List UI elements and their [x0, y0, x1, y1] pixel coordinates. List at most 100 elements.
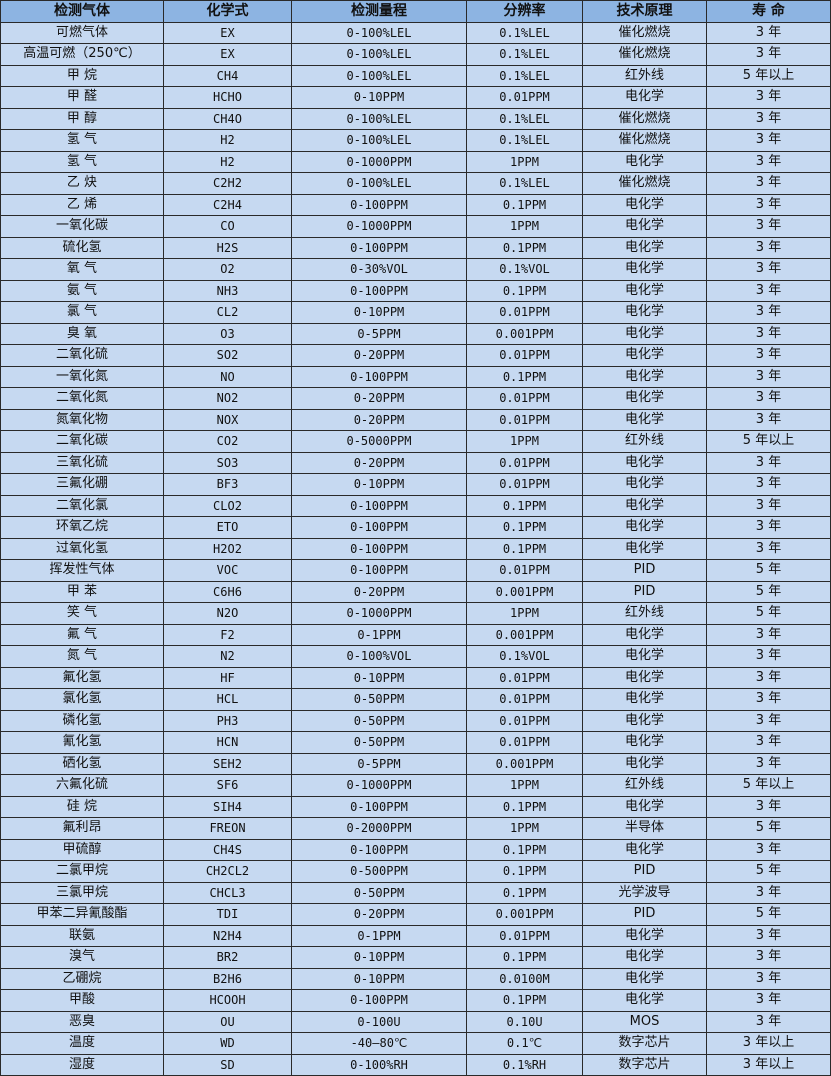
cell-range: 0-10PPM	[291, 86, 467, 109]
cell-gas-name: 氯 气	[0, 301, 164, 324]
cell-resolution: 0.1%LEL	[466, 43, 583, 66]
table-row: 氮氧化物 NOX 0-20PPM 0.01PPM 电化学 3 年	[0, 408, 831, 431]
cell-range: 0-20PPM	[291, 344, 467, 367]
cell-gas-name: 甲 苯	[0, 580, 164, 603]
cell-resolution: 0.10U	[466, 1010, 583, 1033]
cell-formula: EX	[163, 21, 292, 44]
cell-resolution: 0.1PPM	[466, 989, 583, 1012]
cell-lifespan: 5 年以上	[706, 774, 831, 797]
cell-lifespan: 3 年	[706, 967, 831, 990]
column-header-gas-name: 检测气体	[0, 0, 164, 23]
cell-lifespan: 3 年	[706, 537, 831, 560]
cell-gas-name: 恶臭	[0, 1010, 164, 1033]
cell-formula: O3	[163, 322, 292, 345]
cell-formula: NOX	[163, 408, 292, 431]
cell-lifespan: 3 年	[706, 989, 831, 1012]
cell-formula: NO	[163, 365, 292, 388]
cell-principle: 电化学	[582, 838, 707, 861]
table-row: 氰化氢 HCN 0-50PPM 0.01PPM 电化学 3 年	[0, 731, 831, 754]
cell-lifespan: 3 年	[706, 365, 831, 388]
cell-formula: ETO	[163, 516, 292, 539]
cell-resolution: 0.1%LEL	[466, 21, 583, 44]
cell-formula: HF	[163, 666, 292, 689]
cell-principle: 催化燃烧	[582, 129, 707, 152]
cell-resolution: 1PPM	[466, 774, 583, 797]
cell-resolution: 0.01PPM	[466, 387, 583, 410]
cell-resolution: 0.01PPM	[466, 473, 583, 496]
cell-range: -40—80℃	[291, 1032, 467, 1055]
cell-range: 0-1000PPM	[291, 602, 467, 625]
cell-gas-name: 挥发性气体	[0, 559, 164, 582]
cell-principle: PID	[582, 580, 707, 603]
cell-principle: 电化学	[582, 322, 707, 345]
cell-resolution: 0.1%LEL	[466, 64, 583, 87]
cell-range: 0-1000PPM	[291, 150, 467, 173]
cell-formula: C2H4	[163, 193, 292, 216]
cell-gas-name: 二氯甲烷	[0, 860, 164, 883]
table-row: 三氯甲烷 CHCL3 0-50PPM 0.1PPM 光学波导 3 年	[0, 881, 831, 904]
cell-gas-name: 氟利昂	[0, 817, 164, 840]
cell-lifespan: 3 年	[706, 709, 831, 732]
cell-range: 0-1000PPM	[291, 215, 467, 238]
cell-range: 0-10PPM	[291, 946, 467, 969]
cell-resolution: 0.001PPM	[466, 580, 583, 603]
cell-range: 0-100PPM	[291, 494, 467, 517]
cell-gas-name: 氮氧化物	[0, 408, 164, 431]
cell-principle: 电化学	[582, 989, 707, 1012]
cell-principle: 电化学	[582, 408, 707, 431]
cell-formula: N2O	[163, 602, 292, 625]
cell-gas-name: 甲酸	[0, 989, 164, 1012]
cell-formula: H2O2	[163, 537, 292, 560]
cell-range: 0-10PPM	[291, 967, 467, 990]
cell-resolution: 1PPM	[466, 150, 583, 173]
table-row: 甲 醛 HCHO 0-10PPM 0.01PPM 电化学 3 年	[0, 86, 831, 109]
cell-formula: HCL	[163, 688, 292, 711]
cell-range: 0-100%LEL	[291, 172, 467, 195]
cell-gas-name: 高温可燃（250℃）	[0, 43, 164, 66]
table-row: 二氧化硫 SO2 0-20PPM 0.01PPM 电化学 3 年	[0, 344, 831, 367]
table-row: 氟利昂 FREON 0-2000PPM 1PPM 半导体 5 年	[0, 817, 831, 840]
cell-lifespan: 3 年	[706, 623, 831, 646]
cell-lifespan: 3 年	[706, 645, 831, 668]
table-row: 环氧乙烷 ETO 0-100PPM 0.1PPM 电化学 3 年	[0, 516, 831, 539]
cell-principle: 电化学	[582, 193, 707, 216]
cell-principle: 数字芯片	[582, 1053, 707, 1076]
cell-principle: 电化学	[582, 645, 707, 668]
cell-lifespan: 3 年	[706, 752, 831, 775]
table-row: 联氨 N2H4 0-1PPM 0.01PPM 电化学 3 年	[0, 924, 831, 947]
cell-formula: HCN	[163, 731, 292, 754]
table-row: 二氧化氮 NO2 0-20PPM 0.01PPM 电化学 3 年	[0, 387, 831, 410]
cell-resolution: 0.1PPM	[466, 193, 583, 216]
cell-range: 0-100PPM	[291, 795, 467, 818]
cell-principle: 红外线	[582, 64, 707, 87]
cell-lifespan: 3 年	[706, 193, 831, 216]
cell-gas-name: 一氧化碳	[0, 215, 164, 238]
cell-principle: 红外线	[582, 774, 707, 797]
cell-principle: 电化学	[582, 516, 707, 539]
cell-lifespan: 3 年	[706, 215, 831, 238]
cell-formula: N2H4	[163, 924, 292, 947]
table-row: 臭 氧 O3 0-5PPM 0.001PPM 电化学 3 年	[0, 322, 831, 345]
cell-principle: 电化学	[582, 494, 707, 517]
cell-formula: CH4O	[163, 107, 292, 130]
cell-gas-name: 湿度	[0, 1053, 164, 1076]
cell-range: 0-1000PPM	[291, 774, 467, 797]
table-row: 过氧化氢 H2O2 0-100PPM 0.1PPM 电化学 3 年	[0, 537, 831, 560]
table-body: 可燃气体 EX 0-100%LEL 0.1%LEL 催化燃烧 3 年高温可燃（250℃） E…	[0, 21, 831, 1076]
cell-principle: 数字芯片	[582, 1032, 707, 1055]
cell-range: 0-100U	[291, 1010, 467, 1033]
cell-formula: H2	[163, 150, 292, 173]
table-row: 三氧化硫 SO3 0-20PPM 0.01PPM 电化学 3 年	[0, 451, 831, 474]
column-header-formula: 化学式	[163, 0, 292, 23]
cell-gas-name: 乙 炔	[0, 172, 164, 195]
cell-lifespan: 3 年	[706, 344, 831, 367]
cell-resolution: 0.001PPM	[466, 623, 583, 646]
table-row: 硅 烷 SIH4 0-100PPM 0.1PPM 电化学 3 年	[0, 795, 831, 818]
cell-range: 0-100PPM	[291, 236, 467, 259]
cell-resolution: 0.1PPM	[466, 279, 583, 302]
cell-resolution: 0.1%VOL	[466, 645, 583, 668]
cell-range: 0-100PPM	[291, 279, 467, 302]
cell-formula: BR2	[163, 946, 292, 969]
cell-principle: PID	[582, 860, 707, 883]
